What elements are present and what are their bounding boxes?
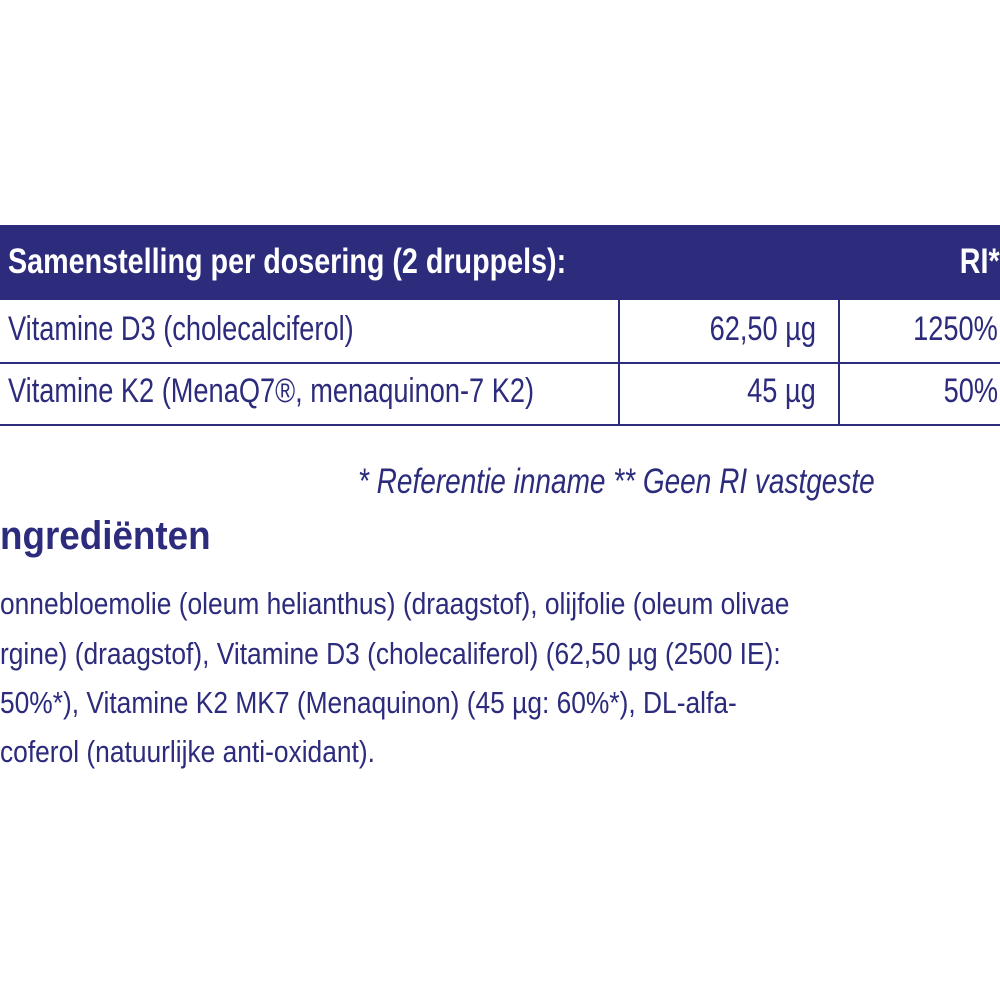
table-cell: 1250%: [913, 310, 998, 348]
table-header: [0, 225, 1000, 300]
ingredients-line: rgine) (draagstof), Vitamine D3 (choleca…: [0, 636, 781, 671]
cell-border: [838, 362, 1000, 426]
ingredients-line: 50%*), Vitamine K2 MK7 (Menaquinon) (45 …: [0, 685, 737, 720]
table-cell: 45 µg: [747, 372, 816, 410]
table-cell: Vitamine D3 (cholecalciferol): [8, 310, 354, 348]
table-cell: Vitamine K2 (MenaQ7®, menaquinon-7 K2): [8, 372, 535, 410]
header-cell: RI*: [960, 242, 1000, 281]
table-cell: 50%: [943, 372, 998, 410]
section-title: ngrediënten: [0, 514, 211, 558]
ingredients-line: onnebloemolie (oleum helianthus) (draags…: [0, 586, 790, 621]
footnote: * Referentie inname ** Geen RI vastgeste: [358, 462, 875, 501]
table-cell: 62,50 µg: [709, 310, 816, 348]
ingredients-line: coferol (natuurlijke anti-oxidant).: [0, 734, 375, 769]
header-cell: Samenstelling per dosering (2 druppels):: [8, 242, 567, 281]
